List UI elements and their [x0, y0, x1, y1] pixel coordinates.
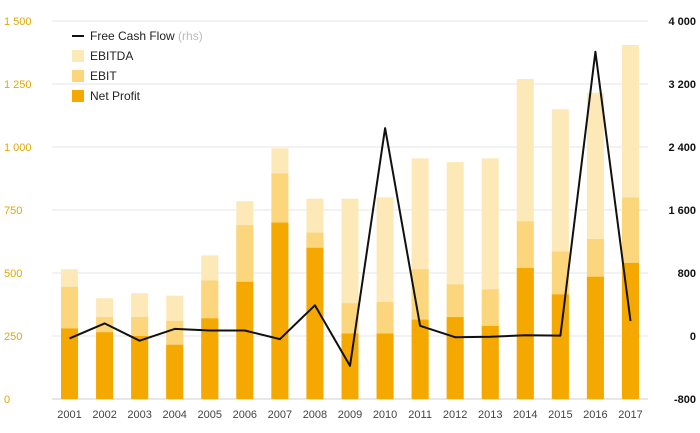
x-tick-label: 2010: [373, 409, 397, 421]
x-tick-label: 2009: [338, 409, 362, 421]
right-tick-label: 800: [678, 268, 696, 280]
legend-item: Free Cash Flow (rhs): [72, 29, 203, 43]
right-tick-label: 0: [690, 331, 696, 343]
net-profit-bar: [516, 267, 534, 399]
x-tick-label: 2012: [443, 409, 467, 421]
legend-label: Net Profit: [90, 89, 141, 103]
net-profit-bar: [96, 332, 114, 399]
right-tick-label: 2 400: [668, 142, 696, 154]
x-axis: 2001 2002 2003 2004 2005 2006 2007 2008 2009 2010…: [57, 409, 642, 421]
left-tick-label: 1 000: [4, 142, 32, 154]
x-tick-label: 2011: [408, 409, 432, 421]
net-profit-bar: [481, 325, 499, 399]
net-profit-bar: [586, 276, 604, 399]
legend-box-swatch: [72, 90, 84, 102]
x-tick-label: 2016: [583, 409, 607, 421]
net-profit-bar: [131, 336, 149, 399]
net-profit-bar: [376, 333, 394, 399]
legend: Free Cash Flow (rhs) EBITDA EBIT Net Profit: [72, 29, 203, 103]
net-profit-bar: [166, 344, 184, 399]
net-profit-bar: [306, 247, 324, 399]
left-tick-label: 1 500: [4, 16, 32, 28]
legend-note: (rhs): [175, 29, 203, 43]
right-tick-label: 1 600: [668, 205, 696, 217]
net-profit-bar: [201, 318, 219, 399]
x-tick-label: 2007: [268, 409, 292, 421]
left-y-axis: 0 250 500 750 1 000 1 250 1 500: [4, 16, 32, 406]
net-profit-bar: [446, 317, 464, 399]
legend-label: EBITDA: [90, 49, 133, 63]
legend-box-swatch: [72, 70, 84, 82]
net-profit-bar: [61, 328, 79, 399]
left-tick-label: 0: [4, 394, 10, 406]
x-tick-label: 2015: [548, 409, 572, 421]
net-profit-bar: [551, 294, 569, 399]
right-tick-label: 3 200: [668, 79, 696, 91]
legend-box-swatch: [72, 50, 84, 62]
net-profit-bar: [236, 281, 254, 399]
left-tick-label: 500: [4, 268, 22, 280]
legend-label: EBIT: [90, 69, 117, 83]
right-tick-label: 4 000: [668, 16, 696, 28]
bar-groups: [61, 44, 639, 400]
legend-item: EBITDA: [72, 49, 133, 63]
x-tick-label: 2005: [198, 409, 222, 421]
right-tick-label: -800: [674, 394, 696, 406]
net-profit-bar: [271, 222, 289, 399]
x-tick-label: 2013: [478, 409, 502, 421]
x-tick-label: 2014: [513, 409, 537, 421]
left-tick-label: 250: [4, 331, 22, 343]
legend-label: Free Cash Flow (rhs): [90, 29, 203, 43]
net-profit-bar: [411, 319, 429, 399]
x-tick-label: 2001: [57, 409, 81, 421]
x-tick-label: 2008: [303, 409, 327, 421]
x-tick-label: 2006: [233, 409, 257, 421]
left-tick-label: 750: [4, 205, 22, 217]
x-tick-label: 2004: [162, 409, 186, 421]
legend-item: Net Profit: [72, 89, 141, 103]
right-y-axis: -800 0 800 1 600 2 400 3 200 4 000: [668, 16, 696, 406]
x-tick-label: 2003: [127, 409, 151, 421]
x-tick-label: 2017: [618, 409, 642, 421]
left-tick-label: 1 250: [4, 79, 32, 91]
legend-item: EBIT: [72, 69, 117, 83]
free-cash-flow-line: [69, 50, 632, 367]
x-tick-label: 2002: [92, 409, 116, 421]
free-cash-flow-line-layer: [69, 50, 632, 367]
net-profit-bar: [621, 262, 639, 399]
